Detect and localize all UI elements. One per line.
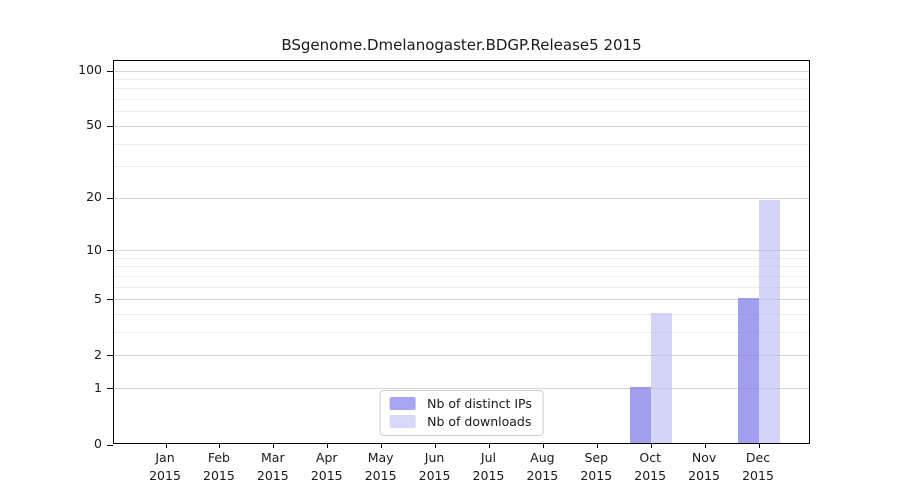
x-tick-label: Feb 2015 [203, 450, 235, 483]
gridline-minor [114, 78, 809, 80]
gridline-major [114, 388, 809, 390]
x-tick-label: Jul 2015 [472, 450, 505, 483]
gridline-minor [114, 275, 809, 277]
gridline-minor [114, 314, 809, 316]
x-tick [435, 443, 437, 448]
x-tick-label: Jun 2015 [418, 450, 451, 483]
gridline-minor [114, 111, 809, 113]
gridline-major [114, 125, 809, 127]
y-tick-label: 1 [94, 379, 102, 395]
y-tick-label: 50 [86, 117, 102, 133]
y-tick [107, 125, 113, 127]
x-tick-label: Nov 2015 [688, 450, 720, 483]
chart-title: BSgenome.Dmelanogaster.BDGP.Release5 201… [281, 36, 642, 54]
x-tick [381, 443, 383, 448]
gridline-minor [114, 99, 809, 101]
y-tick [107, 355, 113, 357]
x-tick-label: Sep 2015 [580, 450, 613, 483]
bar-distinct-ips [738, 297, 759, 443]
x-tick [542, 443, 544, 448]
gridline-minor [114, 257, 809, 259]
x-tick-label: Aug 2015 [526, 450, 559, 483]
bar-downloads [759, 200, 780, 443]
x-tick-label: Jan 2015 [149, 450, 181, 483]
x-tick [596, 443, 598, 448]
legend-row-downloads: Nb of downloads [389, 414, 532, 429]
x-tick-label: May 2015 [364, 450, 397, 483]
gridline-major [114, 355, 809, 357]
x-tick [165, 443, 167, 448]
gridline-major [114, 250, 809, 252]
gridline-minor [114, 286, 809, 288]
y-tick [107, 444, 113, 446]
x-tick [488, 443, 490, 448]
x-tick [219, 443, 221, 448]
x-tick-label: Mar 2015 [256, 450, 289, 483]
plot-area: Nb of distinct IPs Nb of downloads [107, 60, 810, 448]
x-tick [758, 443, 760, 448]
x-tick-label: Dec 2015 [742, 450, 774, 483]
gridline-minor [114, 166, 809, 168]
legend-swatch-downloads [389, 415, 416, 428]
y-tick [107, 299, 113, 301]
bar-distinct-ips [630, 386, 652, 443]
y-tick-label: 100 [78, 62, 102, 77]
legend-row-distinct-ips: Nb of distinct IPs [389, 396, 532, 411]
x-tick [273, 443, 275, 448]
x-tick [327, 443, 329, 448]
y-tick [107, 197, 113, 199]
y-tick-label: 2 [94, 346, 102, 362]
x-tick [650, 443, 652, 448]
bar-downloads [651, 312, 673, 443]
x-tick [704, 443, 706, 448]
gridline-minor [114, 88, 809, 90]
gridline-minor [114, 266, 809, 268]
y-tick [107, 388, 113, 390]
x-tick-label: Apr 2015 [310, 450, 343, 483]
gridline-major [114, 299, 809, 301]
legend-label-distinct-ips: Nb of distinct IPs [427, 396, 532, 411]
y-tick [107, 250, 113, 252]
legend-swatch-distinct-ips [389, 397, 416, 410]
gridline-major [114, 197, 809, 199]
y-tick-label: 5 [94, 290, 102, 306]
legend: Nb of distinct IPs Nb of downloads [379, 390, 544, 436]
gridline-major [114, 70, 809, 72]
y-tick [107, 70, 113, 72]
legend-label-downloads: Nb of downloads [427, 414, 532, 429]
gridline-minor [114, 143, 809, 145]
x-tick-label: Oct 2015 [634, 450, 667, 483]
y-tick-label: 0 [94, 436, 102, 451]
y-tick-label: 20 [86, 189, 102, 205]
gridline-minor [114, 332, 809, 334]
y-tick-label: 10 [86, 241, 102, 257]
